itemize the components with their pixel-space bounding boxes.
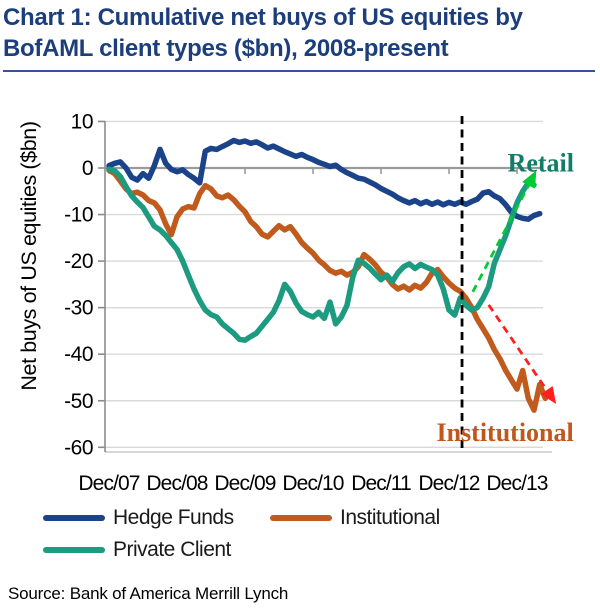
series-line-private-client: [106, 166, 537, 343]
series-line-institutional: [106, 167, 549, 413]
retail-trend-arrow: [471, 170, 537, 293]
x-tick-label: Dec/09: [214, 472, 275, 495]
chart-title-line2: BofAML client types ($bn), 2008-present: [3, 35, 449, 62]
source-note: Source: Bank of America Merrill Lynch: [8, 584, 289, 603]
chart-title: Chart 1: Cumulative net buys of US equit…: [3, 2, 595, 72]
legend-label-institutional: Institutional: [340, 506, 440, 529]
series-line-hedge-funds: [106, 137, 543, 222]
legend-swatch-institutional: [270, 515, 332, 521]
y-tick-label: -10: [64, 204, 93, 227]
legend-item-hedge-funds: Hedge Funds: [43, 506, 234, 529]
y-tick-label: -50: [64, 390, 93, 413]
x-tick-label: Dec/11: [351, 472, 411, 495]
legend-label-hedge-funds: Hedge Funds: [113, 506, 234, 529]
legend-item-institutional: Institutional: [270, 506, 440, 529]
x-tick-label: Dec/07: [78, 472, 139, 495]
y-tick-label: -20: [64, 250, 93, 273]
legend-item-private-client: Private Client: [43, 538, 231, 561]
legend-label-private-client: Private Client: [113, 538, 231, 561]
x-tick-label: Dec/13: [486, 472, 547, 495]
y-tick-label: -30: [64, 297, 93, 320]
y-tick-label: 10: [71, 110, 93, 133]
x-tick-label: Dec/08: [146, 472, 207, 495]
x-tick-label: Dec/10: [282, 472, 343, 495]
x-tick-label: Dec/12: [418, 472, 479, 495]
legend-swatch-hedge-funds: [43, 515, 105, 521]
y-tick-label: -40: [64, 343, 93, 366]
y-axis-label: Net buys of US equities ($bn): [17, 121, 41, 390]
institutional-trend-arrow: [487, 304, 557, 404]
annotation-institutional: Institutional: [436, 418, 573, 447]
y-tick-label: 0: [82, 157, 93, 180]
legend-swatch-private-client: [43, 547, 105, 553]
chart-title-line1: Chart 1: Cumulative net buys of US equit…: [3, 4, 523, 31]
annotation-retail: Retail: [508, 148, 574, 177]
y-tick-label: -60: [64, 436, 93, 459]
